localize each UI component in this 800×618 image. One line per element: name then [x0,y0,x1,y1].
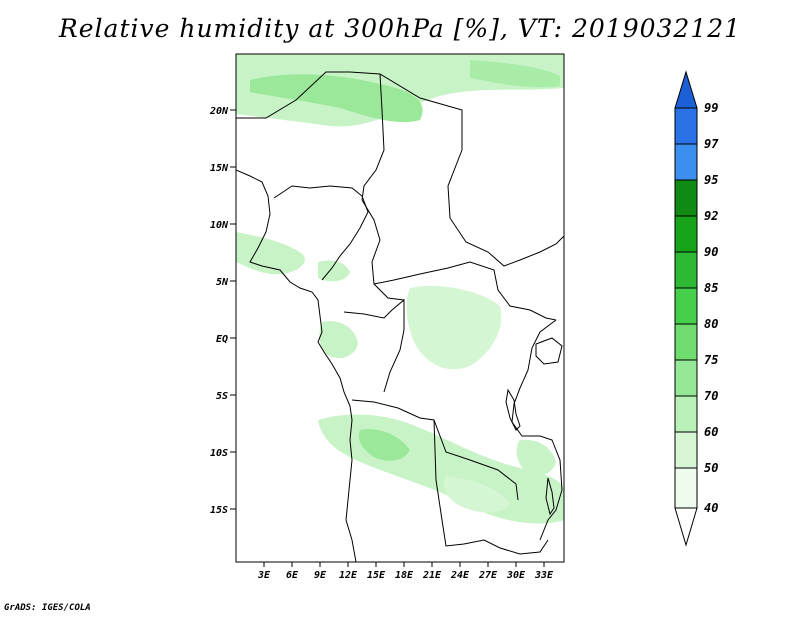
lat-label: 10N [210,220,229,231]
border-sahara [236,71,463,150]
colorbar-label: 85 [704,281,718,295]
map-boundaries [236,71,564,562]
colorbar-label: 97 [704,137,719,151]
humidity-band-north-east [470,60,560,88]
humidity-field [236,54,564,524]
colorbar-segment [674,143,698,181]
colorbar [674,70,698,547]
colorbar-label: 80 [704,317,718,331]
colorbar-segment [674,215,698,253]
border-chad-west [361,73,385,201]
border-congo [343,298,405,393]
lat-label: 15N [210,163,229,174]
colorbar-label: 99 [704,101,718,115]
lon-label: 30E [506,570,526,581]
lake-tanganyika [505,388,521,431]
humidity-band-north-core [250,74,423,123]
lon-labels: 3E 6E 9E 12E 15E 18E 21E 24E 27E 30E 33E [257,570,554,581]
lat-axis [230,109,236,510]
coastline [236,169,357,562]
lon-axis [263,562,545,567]
colorbar-label: 60 [704,425,718,439]
colorbar-label: 95 [704,173,718,187]
humidity-patch-angola [443,476,510,513]
map-title: Relative humidity at 300hPa [%], VT: 201… [58,14,742,43]
lon-label: 33E [534,570,554,581]
lat-label: 5S [216,391,228,402]
humidity-patch-nigeria [318,260,350,282]
lon-label: 12E [339,570,358,581]
border-angola-zambia [433,419,549,555]
lon-label: 3E [257,570,271,581]
lat-label: 10S [210,448,228,459]
colorbar-segment [674,179,698,217]
colorbar-segment [674,251,698,289]
lon-label: 9E [314,570,327,581]
colorbar-top-arrow [674,70,698,109]
colorbar-segment [674,431,698,469]
map-frame [235,53,565,563]
colorbar-segment [674,287,698,325]
colorbar-segment [674,323,698,361]
colorbar-labels: 99 97 95 92 90 85 80 75 70 60 50 40 [704,101,719,515]
humidity-patch-eastlakes [516,439,556,476]
lat-label: 15S [210,505,228,516]
lat-label: 5N [216,277,229,288]
colorbar-segment [674,395,698,433]
border-car [373,261,557,321]
lon-label: 24E [450,570,470,581]
colorbar-segment [674,107,698,145]
lon-label: 21E [422,570,442,581]
colorbar-segment [674,467,698,509]
colorbar-bottom-arrow [674,507,698,547]
lon-label: 6E [286,570,299,581]
lon-label: 18E [395,570,414,581]
colorbar-segment [674,359,698,397]
lat-labels: 20N 15N 10N 5N EQ 5S 10S 15S [209,106,229,516]
humidity-patch-congo [406,286,502,370]
border-cameroon [361,199,405,301]
humidity-band-south-core [358,429,410,461]
border-drc-angola [351,399,519,501]
lake-malawi [545,477,555,516]
lat-label: 20N [209,106,229,117]
humidity-patch-gabon [319,321,358,359]
colorbar-label: 50 [704,461,718,475]
lon-label: 27E [478,570,498,581]
lake-victoria [535,337,563,365]
colorbar-label: 40 [704,501,718,515]
lon-label: 15E [367,570,386,581]
lat-label: EQ [216,334,228,345]
humidity-patch-gulf [236,232,305,275]
colorbar-label: 92 [704,209,718,223]
border-niger-nigeria [273,185,369,281]
colorbar-label: 70 [704,389,718,403]
colorbar-label: 90 [704,245,718,259]
border-sudan [447,149,564,267]
grads-credit: GrADS: IGES/COLA [4,603,91,613]
colorbar-label: 75 [704,353,718,367]
border-east [511,319,563,541]
